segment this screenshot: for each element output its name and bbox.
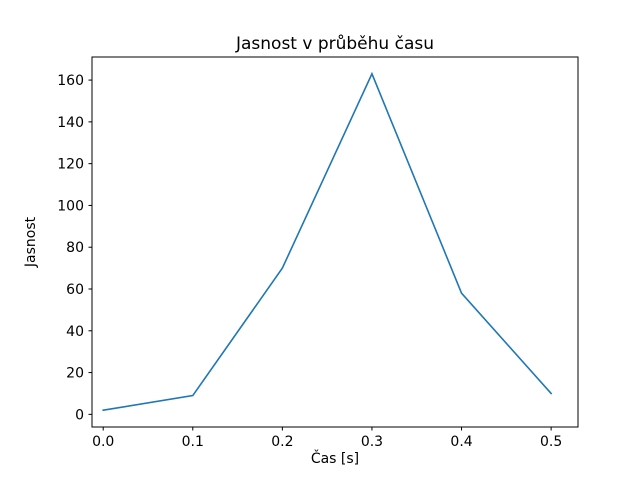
x-tick-label: 0.4 <box>450 434 472 450</box>
y-tick-label: 0 <box>75 407 84 423</box>
chart-title: Jasnost v průběhu času <box>235 34 434 54</box>
y-tick-label: 80 <box>66 240 84 256</box>
axes-spines <box>91 56 579 428</box>
y-tick-label: 40 <box>66 324 84 340</box>
y-tick-label: 100 <box>57 198 84 214</box>
x-tick-label: 0.2 <box>271 434 293 450</box>
y-tick-label: 60 <box>66 282 84 298</box>
y-tick-label: 20 <box>66 366 84 382</box>
x-tick-label: 0.0 <box>92 434 114 450</box>
data-line <box>102 71 553 412</box>
x-tick-label: 0.3 <box>361 434 383 450</box>
x-tick-label: 0.1 <box>182 434 204 450</box>
y-tick-label: 140 <box>57 115 84 131</box>
x-axis-label: Čas [s] <box>310 451 360 467</box>
y-tick-label: 120 <box>57 157 84 173</box>
x-tick-label: 0.5 <box>540 434 562 450</box>
y-tick-label: 160 <box>57 73 84 89</box>
